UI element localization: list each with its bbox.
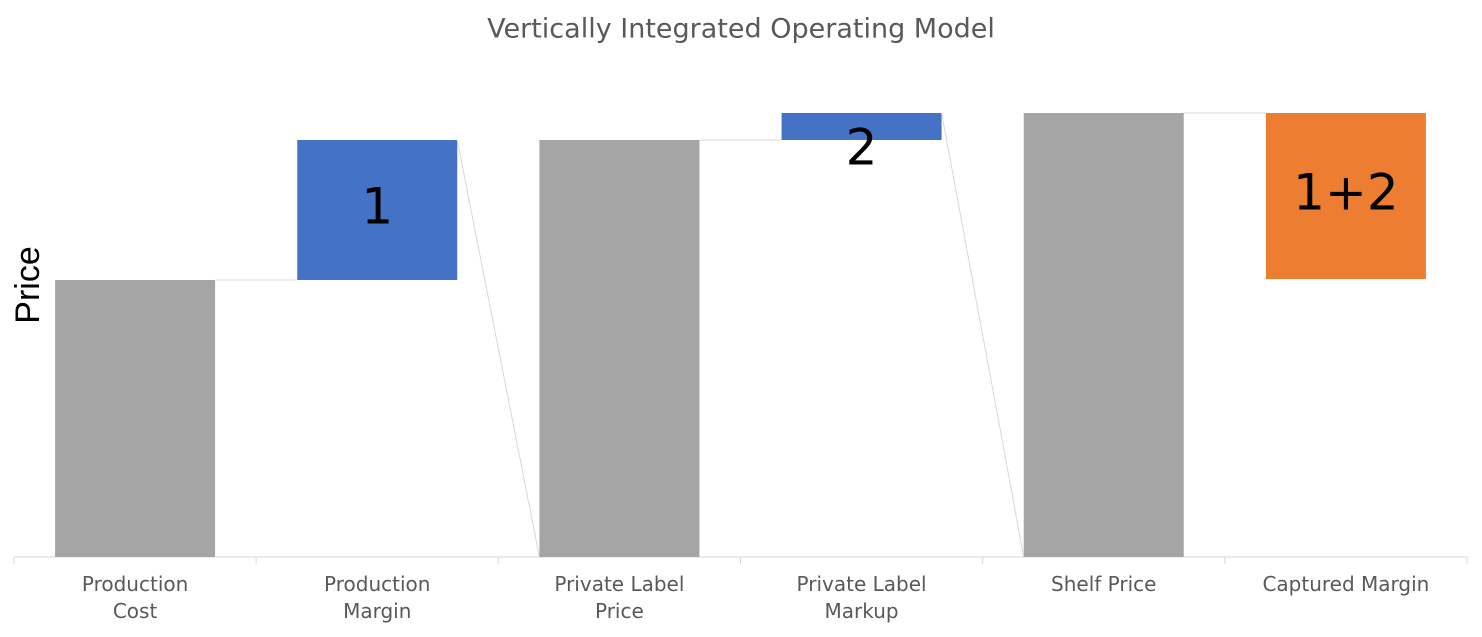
bar xyxy=(297,140,458,280)
bar xyxy=(55,280,216,557)
bar xyxy=(1023,113,1184,557)
bar-label: 1+2 xyxy=(1293,164,1399,222)
connector xyxy=(941,112,1025,558)
bar xyxy=(539,140,700,557)
x-tick-label: Production Cost xyxy=(81,572,189,623)
bar xyxy=(1265,113,1426,279)
x-tick-label: Private Label Price xyxy=(554,572,685,623)
x-tick-label: Production Margin xyxy=(324,572,431,623)
y-axis-label: Price xyxy=(9,246,47,323)
bar-label: 1 xyxy=(361,178,393,236)
chart-title: Vertically Integrated Operating Model xyxy=(487,14,995,45)
bar-label: 2 xyxy=(846,119,878,177)
connector xyxy=(456,139,540,558)
x-tick-label: Captured Margin xyxy=(1262,572,1430,596)
bar xyxy=(781,113,942,140)
x-tick-label: Shelf Price xyxy=(1051,572,1157,596)
x-tick-label: Private Label Markup xyxy=(796,572,927,623)
